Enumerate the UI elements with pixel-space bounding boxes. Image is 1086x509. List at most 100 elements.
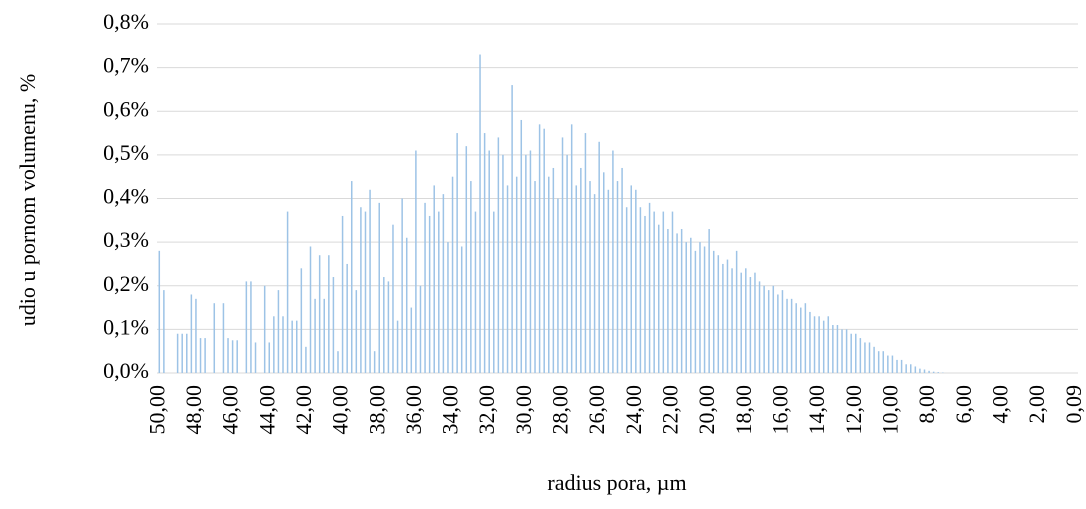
bar — [543, 128, 545, 373]
bar — [286, 211, 289, 373]
bar — [726, 259, 729, 373]
bar — [534, 181, 536, 373]
bar — [328, 255, 330, 373]
y-tick-label: 0,3% — [103, 227, 149, 252]
bar — [456, 133, 458, 373]
x-tick-label: 34,00 — [438, 385, 463, 435]
bar — [318, 255, 321, 373]
bar — [346, 263, 348, 373]
bar — [887, 355, 889, 373]
bar — [557, 198, 559, 373]
bar — [268, 342, 271, 373]
x-tick-label: 38,00 — [364, 385, 389, 435]
bar — [199, 338, 202, 373]
bar — [291, 320, 293, 373]
bar — [745, 268, 747, 373]
bar — [479, 54, 481, 373]
bar — [515, 176, 518, 373]
bar — [891, 355, 894, 373]
bar — [282, 316, 284, 373]
bar — [712, 250, 715, 373]
x-tick-label: 24,00 — [621, 385, 646, 435]
bar — [525, 154, 527, 373]
x-tick-label: 26,00 — [584, 385, 609, 435]
bar — [937, 372, 939, 373]
x-tick-label: 14,00 — [804, 385, 829, 435]
bar — [749, 277, 752, 373]
bar — [910, 364, 912, 373]
bar — [195, 298, 197, 373]
bar — [470, 181, 472, 373]
bar — [447, 242, 449, 373]
bar — [772, 285, 775, 373]
bar — [905, 364, 907, 373]
bar — [708, 229, 710, 373]
bar — [795, 303, 797, 373]
x-tick-label: 42,00 — [291, 385, 316, 435]
bar — [786, 298, 788, 373]
bar — [859, 338, 862, 373]
bar — [685, 242, 687, 373]
bar — [612, 150, 614, 373]
bar — [419, 285, 422, 373]
bar — [364, 211, 367, 373]
y-tick-label: 0,4% — [103, 184, 149, 209]
bar — [529, 150, 532, 373]
bar — [392, 224, 394, 373]
bar — [222, 303, 225, 373]
bar — [676, 233, 678, 373]
bar — [488, 150, 490, 373]
bar — [369, 189, 371, 373]
x-axis-label: radius pora, µm — [547, 470, 686, 495]
bar — [804, 303, 807, 373]
y-tick-label: 0,5% — [103, 140, 149, 165]
x-tick-label: 0,09 — [1061, 385, 1086, 424]
bar — [864, 342, 866, 373]
bar — [841, 329, 843, 373]
bar — [630, 185, 632, 373]
bar — [777, 294, 779, 373]
bar — [378, 202, 380, 373]
bar — [767, 290, 770, 373]
bar — [337, 351, 339, 373]
bar — [552, 167, 555, 373]
bar — [350, 181, 353, 373]
bar — [373, 351, 376, 373]
x-tick-label: 10,00 — [877, 385, 902, 435]
bar — [506, 185, 509, 373]
x-tick-label: 20,00 — [694, 385, 719, 435]
bar — [850, 333, 852, 373]
x-tick-label: 28,00 — [548, 385, 573, 435]
bar — [873, 346, 875, 373]
y-axis-label: udio u pornom volumenu, % — [15, 74, 40, 326]
bar — [245, 281, 248, 373]
bar — [914, 366, 917, 373]
bar — [680, 229, 683, 373]
bar — [538, 124, 541, 374]
x-tick-label: 48,00 — [181, 385, 206, 435]
x-tick-label: 2,00 — [1024, 385, 1049, 424]
bar — [648, 202, 651, 373]
bar — [919, 368, 921, 373]
y-tick-label: 0,2% — [103, 271, 149, 296]
y-tick-label: 0,1% — [103, 314, 149, 339]
bar — [740, 272, 742, 373]
bar — [204, 338, 206, 373]
bar — [566, 154, 568, 373]
bar — [474, 211, 477, 373]
bar — [415, 150, 417, 373]
bar — [383, 277, 385, 373]
bar — [511, 85, 513, 373]
bar — [593, 194, 596, 373]
bar — [570, 124, 573, 374]
bar — [877, 351, 880, 373]
bar — [928, 370, 930, 373]
y-tick-label: 0,6% — [103, 96, 149, 121]
bar — [800, 307, 802, 373]
bar — [813, 316, 816, 373]
bar — [639, 207, 642, 373]
bar — [832, 325, 834, 373]
bar — [332, 277, 335, 373]
bar — [896, 359, 898, 373]
bar — [181, 333, 183, 373]
